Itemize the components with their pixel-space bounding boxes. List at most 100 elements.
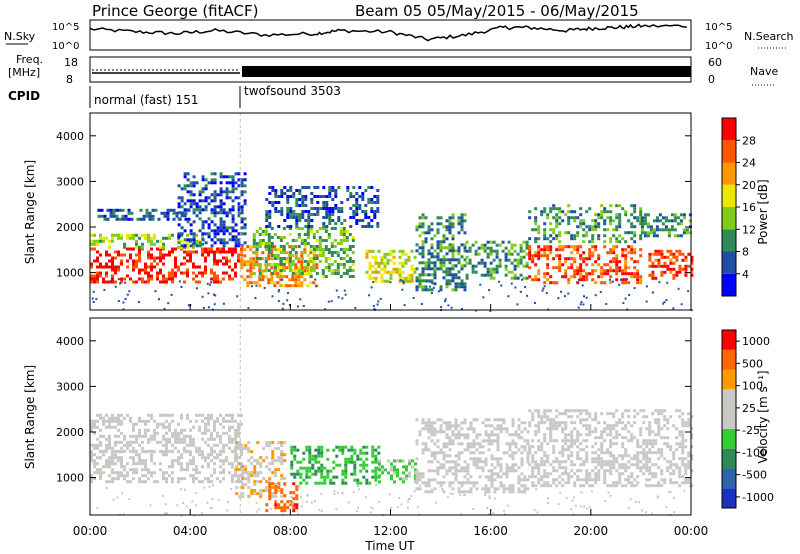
- velocity-cell: [558, 412, 562, 416]
- power-cell: [225, 187, 229, 191]
- power-cell: [261, 272, 265, 276]
- velocity-cell: [651, 451, 655, 455]
- velocity-cell: [531, 472, 535, 476]
- power-cell: [436, 216, 440, 220]
- velocity-cell: [612, 481, 616, 485]
- velocity-cell: [508, 490, 512, 494]
- velocity-cell: [570, 475, 574, 479]
- power-cell: [112, 208, 116, 212]
- power-cell: [313, 213, 317, 216]
- power-cell: [615, 204, 619, 208]
- power-cell: [621, 237, 625, 241]
- velocity-scatter-cell: [396, 506, 399, 509]
- velocity-cell: [433, 430, 437, 434]
- power-scatter-cell: [594, 294, 597, 297]
- power-cell: [114, 268, 117, 272]
- power-cell: [486, 255, 490, 259]
- velocity-cell: [517, 466, 521, 470]
- power-cell: [582, 278, 586, 282]
- power-cell: [537, 225, 541, 229]
- power-cell: [415, 276, 419, 280]
- velocity-cell: [654, 475, 658, 479]
- power-cell: [609, 275, 613, 279]
- power-cell: [415, 228, 419, 232]
- power-cell: [151, 217, 155, 221]
- velocity-scatter-cell: [627, 507, 630, 510]
- velocity-cell: [108, 462, 111, 466]
- velocity-cell: [531, 412, 535, 416]
- power-cell: [567, 222, 571, 226]
- power-cell: [135, 280, 138, 284]
- power-cell: [516, 276, 520, 280]
- power-cell: [684, 255, 688, 259]
- velocity-cell: [114, 416, 117, 420]
- power-cell: [603, 240, 607, 244]
- power-cell: [294, 272, 298, 276]
- velocity-cell: [111, 419, 114, 423]
- power-cell: [301, 210, 305, 213]
- velocity-scatter-cell: [297, 513, 300, 516]
- velocity-cell: [256, 459, 260, 463]
- velocity-cell: [648, 442, 652, 446]
- power-cell: [460, 222, 464, 226]
- freq-tick-bottom: 8: [66, 73, 73, 86]
- velocity-scatter-cell: [488, 495, 491, 498]
- power-cell: [474, 252, 478, 256]
- power-cell: [621, 254, 625, 258]
- power-cell: [672, 273, 676, 277]
- velocity-cell: [165, 446, 168, 450]
- power-cell: [534, 251, 538, 255]
- velocity-cell: [520, 421, 524, 425]
- power-cell: [99, 271, 102, 275]
- velocity-cell: [528, 463, 532, 467]
- power-cell: [454, 288, 458, 292]
- power-cell: [270, 278, 274, 282]
- power-cell: [433, 261, 437, 265]
- power-cell: [189, 193, 193, 197]
- velocity-cell: [603, 481, 607, 485]
- power-cell: [286, 189, 290, 192]
- power-cell: [177, 205, 181, 209]
- power-cell: [150, 239, 153, 243]
- power-cell: [439, 246, 443, 250]
- velocity-cell: [573, 421, 577, 425]
- power-cell: [195, 274, 198, 278]
- velocity-cell: [108, 437, 111, 441]
- velocity-cell: [576, 454, 580, 458]
- power-cell: [231, 205, 235, 209]
- nave-tick-top: 60: [708, 56, 722, 69]
- velocity-cell: [594, 460, 598, 464]
- power-cell: [573, 219, 577, 223]
- power-cell: [624, 263, 628, 267]
- power-cell: [234, 262, 237, 266]
- power-cell: [337, 219, 341, 222]
- power-cell: [546, 213, 550, 217]
- velocity-scatter-cell: [369, 511, 372, 514]
- velocity-cell: [418, 487, 422, 491]
- velocity-cell: [347, 457, 351, 461]
- power-cell: [310, 198, 314, 201]
- velocity-cell: [396, 468, 399, 472]
- velocity-cell: [305, 481, 309, 485]
- velocity-cell: [408, 474, 411, 478]
- power-cell: [204, 187, 208, 191]
- velocity-cell: [120, 413, 123, 417]
- velocity-scatter-cell: [460, 513, 463, 516]
- power-cell: [669, 249, 673, 253]
- power-cell: [404, 279, 408, 283]
- power-cell: [90, 247, 93, 251]
- velocity-cell: [591, 460, 595, 464]
- time-xaxis: 00:00 04:00 08:00 12:00 16:00 20:00 00:00: [73, 304, 708, 538]
- power-cell: [298, 219, 302, 222]
- velocity-cell: [603, 439, 607, 443]
- velocity-cell: [350, 472, 354, 476]
- velocity-scatter-cell: [208, 485, 211, 488]
- velocity-cell: [90, 477, 93, 481]
- velocity-cell: [588, 433, 592, 437]
- power-cell: [348, 266, 352, 269]
- velocity-scatter-cell: [656, 496, 659, 499]
- power-cell: [688, 219, 692, 223]
- velocity-cell: [332, 481, 336, 485]
- velocity-cell: [642, 457, 646, 461]
- velocity-cell: [630, 475, 634, 479]
